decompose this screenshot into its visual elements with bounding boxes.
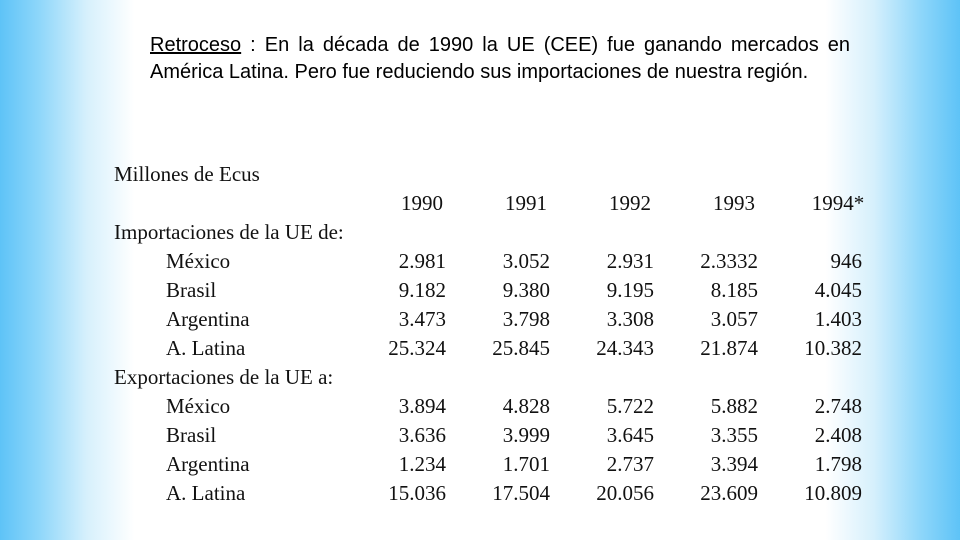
- table-row: Argentina3.4733.7983.3083.0571.403: [110, 305, 890, 334]
- cell-value: 3.473: [370, 305, 474, 334]
- cell-value: 3.999: [474, 421, 578, 450]
- cell-value: 1.403: [786, 305, 890, 334]
- cell-value: 5.882: [682, 392, 786, 421]
- row-label: México: [110, 392, 370, 421]
- row-label: A. Latina: [110, 479, 370, 508]
- section-header-row: Exportaciones de la UE a:: [110, 363, 890, 392]
- cell-value: 15.036: [370, 479, 474, 508]
- intro-lead: Retroceso: [150, 34, 241, 56]
- table-row: A. Latina25.32425.84524.34321.87410.382: [110, 334, 890, 363]
- row-label: México: [110, 247, 370, 276]
- cell-value: 2.981: [370, 247, 474, 276]
- table-row: Brasil9.1829.3809.1958.1854.045: [110, 276, 890, 305]
- year-header-4: 1994*: [786, 189, 890, 218]
- table-row: Argentina1.2341.7012.7373.3941.798: [110, 450, 890, 479]
- cell-value: 24.343: [578, 334, 682, 363]
- cell-value: 2.737: [578, 450, 682, 479]
- cell-value: 10.382: [786, 334, 890, 363]
- year-header-spacer: [110, 189, 370, 218]
- row-label: Brasil: [110, 421, 370, 450]
- year-header-1: 1991: [474, 189, 578, 218]
- trade-table: Millones de Ecus19901991199219931994*Imp…: [110, 160, 890, 508]
- table-row: Brasil3.6363.9993.6453.3552.408: [110, 421, 890, 450]
- cell-value: 2.748: [786, 392, 890, 421]
- row-label: A. Latina: [110, 334, 370, 363]
- cell-value: 9.380: [474, 276, 578, 305]
- cell-value: 1.701: [474, 450, 578, 479]
- cell-value: 20.056: [578, 479, 682, 508]
- data-table: Millones de Ecus19901991199219931994*Imp…: [110, 160, 890, 508]
- section-title-1: Exportaciones de la UE a:: [110, 363, 890, 392]
- cell-value: 21.874: [682, 334, 786, 363]
- slide: { "intro": { "lead": "Retroceso", "body"…: [0, 0, 960, 540]
- cell-value: 9.182: [370, 276, 474, 305]
- year-header-2: 1992: [578, 189, 682, 218]
- cell-value: 4.045: [786, 276, 890, 305]
- row-label: Brasil: [110, 276, 370, 305]
- cell-value: 946: [786, 247, 890, 276]
- row-label: Argentina: [110, 450, 370, 479]
- year-header-3: 1993: [682, 189, 786, 218]
- cell-value: 5.722: [578, 392, 682, 421]
- cell-value: 3.636: [370, 421, 474, 450]
- cell-value: 9.195: [578, 276, 682, 305]
- row-label: Argentina: [110, 305, 370, 334]
- section-header-row: Importaciones de la UE de:: [110, 218, 890, 247]
- cell-value: 3.355: [682, 421, 786, 450]
- cell-value: 3.394: [682, 450, 786, 479]
- cell-value: 25.845: [474, 334, 578, 363]
- table-row: A. Latina15.03617.50420.05623.60910.809: [110, 479, 890, 508]
- cell-value: 3.057: [682, 305, 786, 334]
- year-header-0: 1990: [370, 189, 474, 218]
- section-title-0: Importaciones de la UE de:: [110, 218, 890, 247]
- table-row: México3.8944.8285.7225.8822.748: [110, 392, 890, 421]
- cell-value: 1.798: [786, 450, 890, 479]
- cell-value: 1.234: [370, 450, 474, 479]
- cell-value: 2.3332: [682, 247, 786, 276]
- cell-value: 25.324: [370, 334, 474, 363]
- unit-label: Millones de Ecus: [110, 160, 890, 189]
- intro-paragraph: Retroceso : En la década de 1990 la UE (…: [150, 32, 850, 86]
- table-row: México2.9813.0522.9312.3332946: [110, 247, 890, 276]
- cell-value: 3.894: [370, 392, 474, 421]
- year-header-row: 19901991199219931994*: [110, 189, 890, 218]
- cell-value: 3.052: [474, 247, 578, 276]
- cell-value: 4.828: [474, 392, 578, 421]
- cell-value: 17.504: [474, 479, 578, 508]
- intro-body: : En la década de 1990 la UE (CEE) fue g…: [150, 34, 850, 83]
- cell-value: 3.798: [474, 305, 578, 334]
- cell-value: 10.809: [786, 479, 890, 508]
- unit-row: Millones de Ecus: [110, 160, 890, 189]
- cell-value: 3.308: [578, 305, 682, 334]
- cell-value: 8.185: [682, 276, 786, 305]
- cell-value: 2.408: [786, 421, 890, 450]
- cell-value: 2.931: [578, 247, 682, 276]
- cell-value: 23.609: [682, 479, 786, 508]
- cell-value: 3.645: [578, 421, 682, 450]
